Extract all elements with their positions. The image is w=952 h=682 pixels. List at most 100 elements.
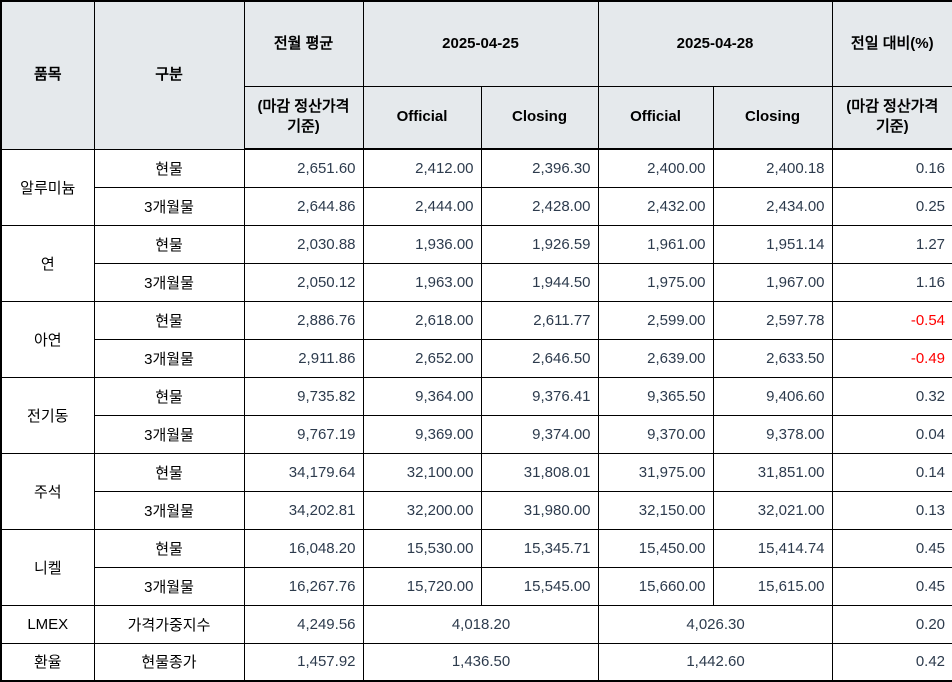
value-cell: 2,444.00 [362,186,482,226]
change-cell: 0.13 [831,490,952,530]
value-cell: 15,345.71 [480,528,599,568]
value-cell: 1,457.92 [243,642,364,682]
value-cell: 2,434.00 [712,186,833,226]
value-cell: 2,618.00 [362,300,482,340]
value-cell: 15,720.00 [362,566,482,606]
value-cell-merged: 4,026.30 [597,604,833,644]
item-cell-nickel: 니켈 [0,528,95,606]
header-closing-2: Closing [712,85,833,150]
header-item: 품목 [0,0,95,150]
value-cell: 2,633.50 [712,338,833,378]
category-cell: 현물 [93,300,245,340]
table-row: 3개월물 34,202.81 32,200.00 31,980.00 32,15… [1,490,952,530]
value-cell: 9,406.60 [712,376,833,416]
change-cell: 0.42 [831,642,952,682]
table-row: 3개월물 2,050.12 1,963.00 1,944.50 1,975.00… [1,262,952,302]
value-cell: 15,660.00 [597,566,714,606]
value-cell: 2,646.50 [480,338,599,378]
value-cell-merged: 4,018.20 [362,604,599,644]
value-cell: 16,267.76 [243,566,364,606]
table-row: 전기동 현물 9,735.82 9,364.00 9,376.41 9,365.… [0,376,952,454]
value-cell: 2,599.00 [597,300,714,340]
value-cell: 2,611.77 [480,300,599,340]
value-cell: 2,396.30 [480,148,599,188]
value-cell: 1,963.00 [362,262,482,302]
value-cell: 31,808.01 [480,452,599,492]
change-cell: 1.16 [831,262,952,302]
value-cell: 32,150.00 [597,490,714,530]
value-cell: 1,944.50 [480,262,599,302]
category-cell: 현물 [93,452,245,492]
table-row: 3개월물 2,911.86 2,652.00 2,646.50 2,639.00… [1,338,952,378]
value-cell-merged: 1,436.50 [362,642,599,682]
header-prev-month-avg: 전월 평균 [243,0,364,87]
value-cell: 15,530.00 [362,528,482,568]
header-date-2: 2025-04-28 [597,0,833,87]
item-cell-aluminum: 알루미늄 [0,148,95,226]
header-change-pct: 전일 대비(%) [831,0,952,87]
value-cell: 1,926.59 [480,224,599,264]
value-cell: 2,644.86 [243,186,364,226]
value-cell: 32,200.00 [362,490,482,530]
value-cell: 9,369.00 [362,414,482,454]
category-cell: 현물 [93,528,245,568]
table-row: 아연 현물 2,886.76 2,618.00 2,611.77 2,599.0… [0,300,952,378]
change-cell: 0.45 [831,528,952,568]
value-cell: 2,597.78 [712,300,833,340]
value-cell: 2,886.76 [243,300,364,340]
value-cell: 15,545.00 [480,566,599,606]
value-cell: 4,249.56 [243,604,364,644]
value-cell: 2,639.00 [597,338,714,378]
item-cell-exchange-rate: 환율 [0,642,95,682]
change-cell: 1.27 [831,224,952,264]
value-cell: 1,967.00 [712,262,833,302]
category-cell: 현물 [93,224,245,264]
header-official-1: Official [362,85,482,150]
table-row: 알루미늄 현물 2,651.60 2,412.00 2,396.30 2,400… [0,148,952,226]
value-cell: 9,365.50 [597,376,714,416]
header-date-1: 2025-04-25 [362,0,599,87]
value-cell: 2,412.00 [362,148,482,188]
table-row: LMEX 가격가중지수 4,249.56 4,018.20 4,026.30 0… [0,604,952,644]
table-row: 니켈 현물 16,048.20 15,530.00 15,345.71 15,4… [0,528,952,606]
category-cell: 현물 [93,148,245,188]
category-cell: 3개월물 [93,186,245,226]
value-cell-merged: 1,442.60 [597,642,833,682]
category-cell: 3개월물 [93,338,245,378]
value-cell: 9,374.00 [480,414,599,454]
table-row: 환율 현물종가 1,457.92 1,436.50 1,442.60 0.42 [0,642,952,682]
value-cell: 9,735.82 [243,376,364,416]
change-cell: 0.16 [831,148,952,188]
category-cell: 3개월물 [93,490,245,530]
value-cell: 32,100.00 [362,452,482,492]
header-official-2: Official [597,85,714,150]
table-row: 3개월물 16,267.76 15,720.00 15,545.00 15,66… [1,566,952,606]
change-cell: 0.14 [831,452,952,492]
value-cell: 31,980.00 [480,490,599,530]
value-cell: 1,975.00 [597,262,714,302]
value-cell: 9,378.00 [712,414,833,454]
value-cell: 15,414.74 [712,528,833,568]
header-change-subnote: (마감 정산가격 기준) [831,85,952,150]
table-row: 3개월물 2,644.86 2,444.00 2,428.00 2,432.00… [1,186,952,226]
value-cell: 1,936.00 [362,224,482,264]
value-cell: 2,428.00 [480,186,599,226]
change-cell: -0.49 [831,338,952,378]
category-cell: 현물 [93,376,245,416]
value-cell: 2,030.88 [243,224,364,264]
item-cell-lmex: LMEX [0,604,95,644]
item-cell-tin: 주석 [0,452,95,530]
header-closing-1: Closing [480,85,599,150]
table-row: 3개월물 9,767.19 9,369.00 9,374.00 9,370.00… [1,414,952,454]
value-cell: 9,767.19 [243,414,364,454]
change-cell: 0.04 [831,414,952,454]
header-category: 구분 [93,0,245,150]
value-cell: 2,652.00 [362,338,482,378]
value-cell: 1,961.00 [597,224,714,264]
value-cell: 15,615.00 [712,566,833,606]
table-row: 주석 현물 34,179.64 32,100.00 31,808.01 31,9… [0,452,952,530]
item-cell-copper: 전기동 [0,376,95,454]
value-cell: 9,376.41 [480,376,599,416]
change-cell: 0.45 [831,566,952,606]
